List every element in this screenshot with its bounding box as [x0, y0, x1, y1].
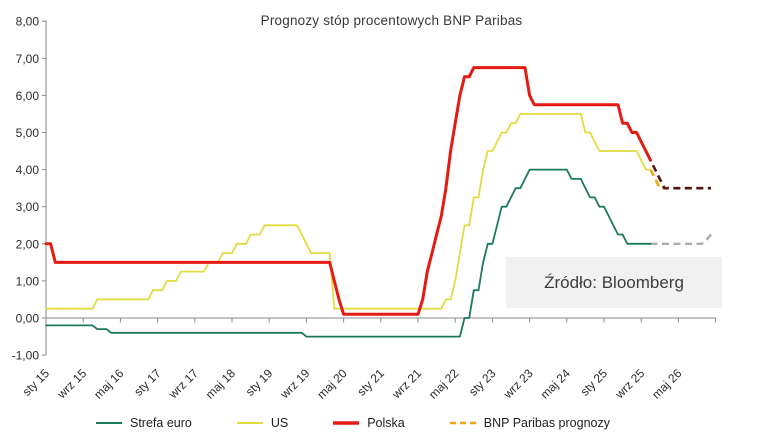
x-tick-label: maj 20	[314, 366, 350, 402]
source-box: Źródło: Bloomberg	[506, 257, 722, 308]
chart-legend: Strefa euro US Polska BNP Paribas progno…	[0, 411, 783, 435]
y-tick-label: 6,00	[16, 89, 40, 103]
legend-swatch-line	[96, 422, 122, 424]
y-tick-label: 3,00	[16, 200, 40, 214]
legend-swatch-line	[449, 421, 476, 425]
legend-item-bnp-paribas-prognozy: BNP Paribas prognozy	[449, 416, 610, 430]
y-tick-label: 5,00	[16, 126, 40, 140]
x-tick-label: wrz 21	[389, 366, 425, 402]
legend-swatch-line	[236, 422, 263, 424]
y-tick-label: 4,00	[16, 163, 40, 177]
y-tick-label: 1,00	[16, 274, 40, 288]
y-tick-label: 2,00	[16, 237, 40, 251]
series-line-us	[45, 113, 652, 310]
chart-title: Prognozy stóp procentowych BNP Paribas	[260, 13, 523, 28]
x-tick-label: wrz 15	[54, 366, 90, 402]
legend-label: BNP Paribas prognozy	[483, 416, 610, 430]
legend-label: US	[270, 416, 289, 430]
y-tick-label: 0,00	[16, 312, 40, 326]
x-tick-label: wrz 23	[500, 366, 536, 402]
series-line-polska-bnp-paribas-prognoza	[649, 159, 711, 190]
x-tick-label: wrz 17	[165, 366, 201, 402]
legend-item-polska: Polska	[332, 416, 405, 430]
x-tick-label: sty 19	[243, 366, 276, 399]
series-line-strefa-euro	[45, 168, 652, 338]
x-tick-label: sty 21	[354, 366, 387, 399]
legend-item-strefa-euro: Strefa euro	[95, 416, 192, 430]
x-tick-label: maj 24	[538, 366, 574, 402]
x-tick-label: sty 23	[466, 366, 499, 399]
x-tick-label: maj 26	[649, 366, 685, 402]
series-line-strefa-euro-bnp-paribas-prognoza	[650, 233, 712, 246]
source-text: Źródło: Bloomberg	[544, 272, 684, 292]
x-tick-label: maj 18	[203, 366, 239, 402]
y-tick-label: -1,00	[12, 349, 40, 363]
series-line-polska	[44, 66, 652, 316]
y-tick-label: 8,00	[16, 15, 40, 29]
x-tick-label: sty 15	[20, 366, 53, 399]
legend-label: Polska	[367, 416, 405, 430]
legend-swatch-line	[333, 421, 360, 425]
x-tick-label: maj 16	[91, 366, 127, 402]
x-tick-label: maj 22	[426, 366, 462, 402]
x-tick-label: sty 25	[578, 366, 611, 399]
y-tick-label: 7,00	[16, 52, 40, 66]
x-tick-label: sty 17	[131, 366, 164, 399]
x-tick-label: wrz 25	[612, 366, 648, 402]
x-tick-label: wrz 19	[277, 366, 313, 402]
legend-label: Strefa euro	[130, 416, 192, 430]
legend-item-us: US	[236, 416, 288, 430]
